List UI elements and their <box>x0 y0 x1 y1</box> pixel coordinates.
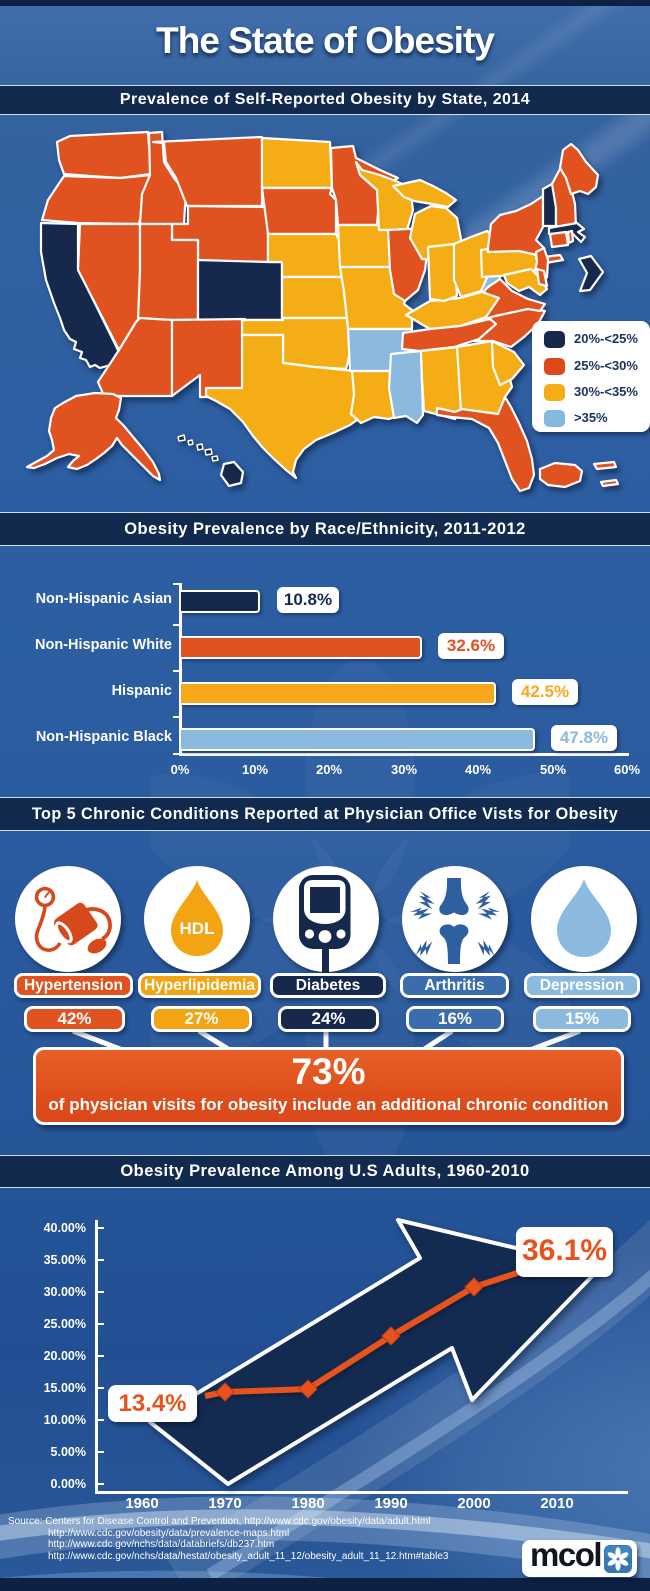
svg-text:HDL: HDL <box>180 919 215 938</box>
